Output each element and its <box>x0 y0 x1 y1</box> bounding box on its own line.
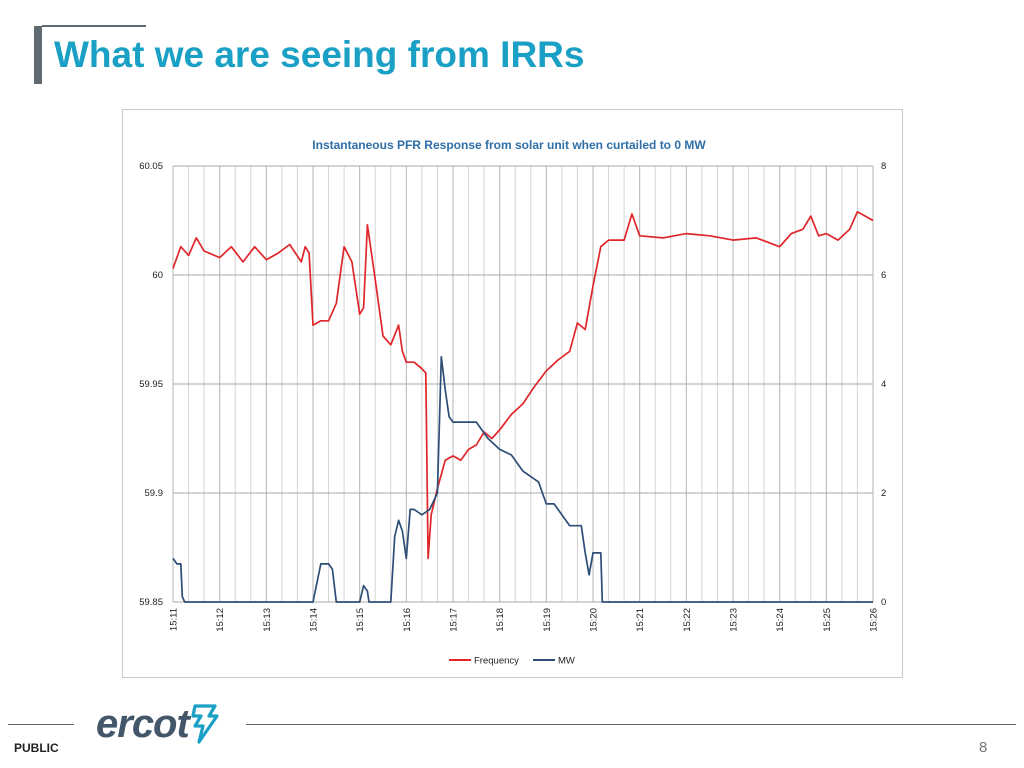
title-accent-bar <box>34 26 42 84</box>
y-left-tick-label: 59.9 <box>145 488 164 499</box>
y-right-tick-label: 0 <box>881 597 886 608</box>
y-right-tick-label: 2 <box>881 488 886 499</box>
x-tick-label: 15:11 <box>169 608 180 631</box>
x-tick-label: 15:22 <box>682 608 693 632</box>
series-line-mw <box>172 355 873 603</box>
x-tick-label: 15:12 <box>215 608 226 632</box>
y-left-tick-label: 59.95 <box>139 379 163 390</box>
series-line-frequency <box>172 210 874 560</box>
title-accent-line <box>42 25 146 27</box>
x-tick-label: 15:19 <box>542 608 553 632</box>
slide-title: What we are seeing from IRRs <box>54 34 585 75</box>
x-tick-label: 15:25 <box>822 608 833 632</box>
chart-legend: Frequency MW <box>449 656 575 667</box>
x-tick-label: 15:24 <box>775 608 786 632</box>
y-left-tick-label: 60 <box>152 270 163 281</box>
ercot-bolt-icon <box>191 704 219 744</box>
chart-frame: Instantaneous PFR Response from solar un… <box>122 109 903 678</box>
x-tick-label: 15:14 <box>309 608 320 632</box>
x-axis-labels: 15:11 15:12 15:13 15:14 15:15 15:16 15:17 15:18… <box>169 608 880 632</box>
legend-label-frequency: Frequency <box>474 656 519 667</box>
ercot-logo: ercot <box>96 700 219 748</box>
footer-line-right <box>246 724 1016 725</box>
x-tick-label: 15:15 <box>355 608 366 632</box>
x-tick-label: 15:13 <box>262 608 273 632</box>
x-tick-label: 15:17 <box>449 608 460 632</box>
y-left-tick-label: 60.05 <box>139 161 163 172</box>
x-tick-label: 15:23 <box>729 608 740 632</box>
x-tick-label: 15:18 <box>495 608 506 632</box>
footer-public-label: PUBLIC <box>14 741 59 755</box>
y-right-tick-label: 8 <box>881 161 886 172</box>
y-right-tick-label: 4 <box>881 379 886 390</box>
x-tick-label: 15:16 <box>402 608 413 632</box>
x-tick-label: 15:21 <box>635 608 646 632</box>
chart-grid <box>172 165 874 603</box>
legend-label-mw: MW <box>558 656 575 667</box>
y-axis-labels: 59.85 59.9 59.95 60 60.05 0 2 4 6 8 <box>139 161 886 608</box>
chart-series <box>172 210 874 603</box>
footer-line-left <box>8 724 74 725</box>
chart-title: Instantaneous PFR Response from solar un… <box>312 138 706 152</box>
x-tick-label: 15:20 <box>589 608 600 632</box>
y-left-tick-label: 59.85 <box>139 597 163 608</box>
page-number: 8 <box>979 739 988 756</box>
x-tick-label: 15:26 <box>869 608 880 632</box>
y-right-tick-label: 6 <box>881 270 886 281</box>
frequency-mw-chart: Instantaneous PFR Response from solar un… <box>139 138 886 667</box>
logo-text: ercot <box>96 701 190 746</box>
